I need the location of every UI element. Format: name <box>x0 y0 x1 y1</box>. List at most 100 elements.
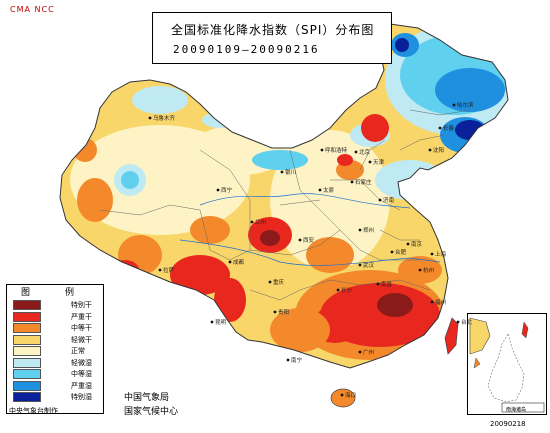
legend-title-right: 例 <box>65 288 75 298</box>
city-dot <box>378 198 382 202</box>
city-dot <box>358 350 362 354</box>
legend-label: 严重湿 <box>71 381 92 390</box>
hainan-island <box>330 388 356 408</box>
city-label: 郑州 <box>363 228 375 234</box>
legend-label: 轻微干 <box>71 335 92 344</box>
city-label: 拉萨 <box>163 268 175 274</box>
city-label: 济南 <box>383 198 395 204</box>
city-dot <box>336 288 340 292</box>
legend-label: 特别干 <box>71 301 92 309</box>
city-label: 武汉 <box>363 263 375 269</box>
inset-nine-dash-line <box>487 333 525 403</box>
legend-label: 正常 <box>71 347 85 355</box>
city-label: 合肥 <box>395 250 407 256</box>
city-dot <box>354 150 358 154</box>
agency-code: CMA NCC <box>10 5 55 14</box>
inset-taiwan <box>521 321 529 339</box>
city-label: 沈阳 <box>433 148 445 154</box>
city-dot <box>268 280 272 284</box>
date-range: 20090109—20090216 <box>173 43 320 56</box>
legend-swatch <box>13 300 41 310</box>
city-dot <box>358 228 362 232</box>
city-label: 乌鲁木齐 <box>153 116 176 122</box>
city-dot <box>438 126 442 130</box>
legend-swatch <box>13 357 41 368</box>
city-label: 长沙 <box>341 288 353 294</box>
city-dot <box>228 260 232 264</box>
city-label: 南昌 <box>381 282 393 288</box>
map-title: 全国标准化降水指数（SPI）分布图 <box>171 23 375 37</box>
city-dot <box>368 160 372 164</box>
inset-caption-box <box>501 402 545 413</box>
city-dot <box>273 310 277 314</box>
legend-item: 特别湿 <box>13 392 105 402</box>
legend-item: 轻微湿 <box>13 357 105 368</box>
city-dot <box>430 252 434 256</box>
legend-label: 中等干 <box>71 324 92 332</box>
legend-swatch <box>13 392 41 402</box>
legend-label: 轻微湿 <box>71 358 92 367</box>
legend-item: 特别干 <box>13 300 105 310</box>
city-dot <box>340 393 344 397</box>
inset-caption: 南海诸岛 <box>506 407 527 413</box>
city-dot <box>390 250 394 254</box>
city-label: 贵阳 <box>278 310 290 316</box>
city-label: 银川 <box>285 170 297 176</box>
city-label: 西宁 <box>221 188 233 194</box>
legend-swatch <box>13 334 41 345</box>
inset-hainan <box>473 357 481 369</box>
city-dot <box>318 188 322 192</box>
legend-label: 中等湿 <box>71 370 92 378</box>
legend-swatch <box>13 369 41 379</box>
country-border <box>59 23 509 369</box>
legend-label: 严重干 <box>71 312 92 321</box>
legend-item: 中等干 <box>13 323 105 333</box>
city-label: 北京 <box>359 150 371 156</box>
city-label: 杭州 <box>423 268 435 274</box>
city-label: 西安 <box>303 238 315 244</box>
city-label: 长春 <box>443 126 455 132</box>
legend-label: 特别湿 <box>71 393 92 401</box>
city-label: 呼和浩特 <box>325 148 348 154</box>
rivers <box>179 193 441 266</box>
inset-map <box>469 317 545 413</box>
legend-item: 严重湿 <box>13 380 105 391</box>
city-label: 昆明 <box>215 320 227 326</box>
city-dot <box>406 242 410 246</box>
city-dot <box>280 170 284 174</box>
city-markers <box>148 103 460 397</box>
city-dot <box>298 238 302 242</box>
legend-item: 轻微干 <box>13 334 105 345</box>
city-label: 兰州 <box>255 220 267 226</box>
legend-footer: 中央气象台制作 <box>9 407 58 415</box>
legend-swatch <box>13 323 41 333</box>
city-label: 太原 <box>323 188 335 194</box>
city-dot <box>210 320 214 324</box>
legend-item: 中等湿 <box>13 369 105 379</box>
city-dot <box>320 148 324 152</box>
agency-line2: 国家气候中心 <box>124 407 179 417</box>
south-china-sea-inset: 南海诸岛 <box>467 313 547 415</box>
city-dot <box>158 268 162 272</box>
city-label: 哈尔滨 <box>457 103 474 109</box>
city-label: 台北 <box>461 320 473 326</box>
legend: 图 例 特别干 严重干 中等干 轻微干 正常 轻微湿 中等湿 严重湿 特别湿 中央气象台制作 <box>6 284 105 415</box>
city-dot <box>350 180 354 184</box>
city-label: 南宁 <box>291 358 303 364</box>
agency-line1: 中国气象局 <box>124 393 170 403</box>
city-dot <box>216 188 220 192</box>
legend-swatch <box>13 380 41 391</box>
city-label: 南京 <box>411 242 423 248</box>
city-dot <box>456 320 460 324</box>
legend-swatch <box>13 346 41 356</box>
city-dot <box>250 220 254 224</box>
city-label: 成都 <box>233 260 245 266</box>
city-label: 重庆 <box>273 280 285 286</box>
city-dot <box>430 300 434 304</box>
legend-item: 正常 <box>13 346 105 356</box>
inset-coast <box>469 317 491 355</box>
city-dot <box>148 116 152 120</box>
issue-date: 20090218 <box>490 420 526 428</box>
city-label: 上海 <box>435 252 447 258</box>
